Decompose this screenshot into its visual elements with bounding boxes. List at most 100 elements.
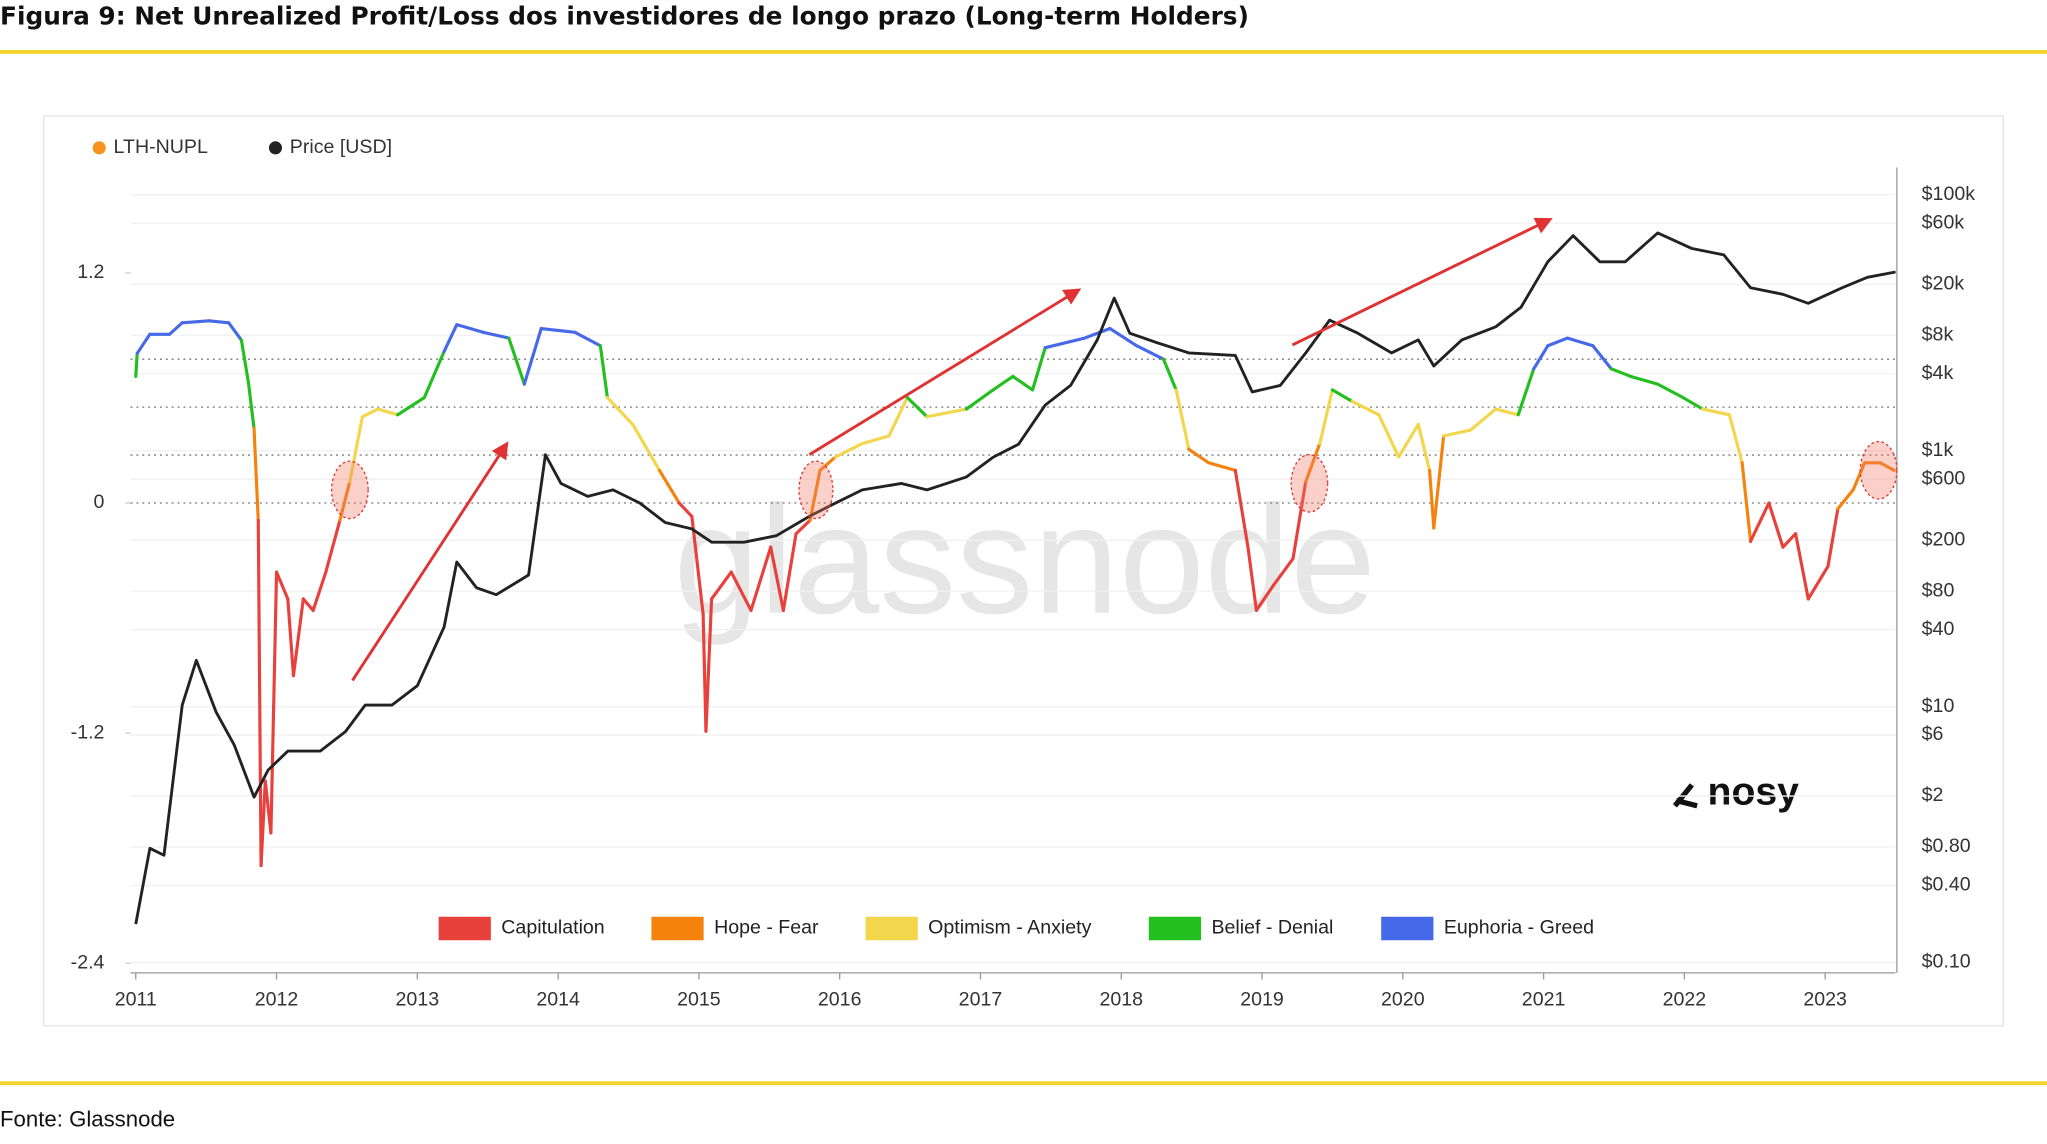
nupl-segment	[207, 319, 231, 325]
nupl-segment	[1851, 461, 1867, 492]
nupl-segment	[860, 434, 891, 446]
nupl-segment	[311, 570, 328, 612]
nupl-segment	[1206, 461, 1237, 472]
nupl-segment	[1701, 407, 1732, 417]
nupl-segment	[507, 336, 526, 386]
x-tick-label: 2019	[1240, 988, 1284, 1010]
nupl-segment	[1254, 583, 1275, 612]
annotations	[330, 217, 1898, 682]
nupl-segment	[376, 407, 400, 417]
nupl-segment	[1468, 407, 1498, 432]
labels: $100k $60k $20k $8k $4k $1k $600 $200 $80 $40 $10 $…	[71, 136, 1976, 1010]
x-tick-label: 2023	[1803, 988, 1847, 1010]
logo: nosy	[1672, 770, 1799, 813]
zone-label: Belief - Denial	[1211, 917, 1333, 939]
nupl-segment	[1748, 501, 1771, 543]
nupl-segment	[598, 344, 609, 400]
nupl-segment	[1161, 357, 1178, 392]
y-tick-label: -1.2	[71, 721, 105, 743]
y2-tick-label: $600	[1922, 467, 1966, 489]
nupl-segment	[1330, 388, 1354, 403]
nupl-segment	[1740, 461, 1753, 543]
x-tick-label: 2013	[396, 988, 440, 1010]
legend-marker	[268, 141, 282, 155]
nupl-segment	[1030, 346, 1047, 392]
zone-swatch	[438, 916, 491, 941]
nupl-segment	[1532, 344, 1550, 371]
zone-swatch	[865, 916, 918, 941]
plot-frame	[43, 115, 2004, 1027]
watermark: glassnode	[674, 474, 1376, 646]
nupl-segment	[1043, 336, 1087, 350]
nupl-segment	[729, 570, 753, 612]
nupl-segment	[134, 351, 139, 379]
nupl-segment	[180, 319, 211, 325]
bottom-rule	[0, 1081, 2047, 1086]
zone-label: Euphoria - Greed	[1444, 917, 1594, 939]
nupl-segment	[324, 518, 342, 574]
arrow	[808, 288, 1082, 456]
legend-label: Price [USD]	[290, 136, 392, 158]
plot-lines	[134, 231, 1896, 925]
nupl-segment	[252, 426, 260, 522]
nupl-segment	[1108, 326, 1139, 348]
y2-tick-label: $0.10	[1922, 951, 1971, 973]
nupl-segment	[274, 570, 290, 601]
y-tick-label: 0	[94, 491, 105, 513]
nupl-segment	[1432, 434, 1446, 530]
legend-label: LTH-NUPL	[114, 136, 208, 158]
nupl-segment	[1794, 532, 1810, 601]
nupl-segment	[1174, 388, 1191, 451]
zone-label: Capitulation	[501, 917, 604, 939]
nupl-segment	[781, 532, 798, 612]
nupl-segment	[769, 545, 785, 612]
nupl-segment	[1377, 413, 1401, 459]
nupl-segment	[808, 468, 822, 522]
nupl-segment	[749, 545, 773, 612]
zone-swatch	[1381, 916, 1434, 941]
nupl-segment	[1494, 407, 1520, 417]
nupl-segment	[1416, 422, 1432, 472]
highlight	[798, 460, 834, 520]
y2-tick-label: $40	[1922, 618, 1955, 640]
y2-tick-label: $6	[1922, 723, 1944, 745]
nupl-segment	[291, 597, 305, 678]
nupl-segment	[1546, 336, 1570, 348]
x-tick-label: 2015	[677, 988, 721, 1010]
y2-tick-label: $2	[1922, 784, 1944, 806]
x-tick-label: 2021	[1522, 988, 1566, 1010]
nupl-segment	[239, 338, 250, 384]
nupl-segment	[1591, 344, 1613, 371]
nupl-segment	[1291, 480, 1308, 561]
nupl-segment	[1187, 447, 1211, 465]
nupl-segment	[631, 422, 662, 472]
nupl-segment	[677, 501, 694, 519]
nupl-segment	[481, 330, 511, 340]
nupl-segment	[1318, 388, 1334, 446]
nupl-segment	[710, 570, 733, 601]
nupl-segment	[422, 349, 446, 400]
zone-swatch	[1148, 916, 1202, 941]
grid	[125, 194, 1896, 980]
nupl-segment	[964, 388, 995, 411]
nupl-segment	[1836, 488, 1855, 511]
nupl-segment	[522, 326, 543, 386]
source: Fonte: Glassnode	[0, 1106, 175, 1131]
y2-tick-label: $8k	[1922, 323, 1954, 345]
nupl-segment	[259, 779, 267, 868]
nupl-segment	[1233, 468, 1250, 549]
nupl-segment	[227, 321, 243, 342]
nupl-segment	[1806, 564, 1830, 601]
legend-marker	[92, 141, 106, 155]
nupl-segment	[442, 323, 459, 354]
nupl-segment	[1565, 336, 1595, 348]
y2-tick-label: $0.40	[1922, 874, 1971, 896]
highlight	[1290, 453, 1329, 513]
top-rule	[0, 49, 2047, 54]
logo-icon	[1672, 783, 1698, 809]
nupl-segment	[887, 395, 909, 438]
y2-tick-label: $4k	[1922, 362, 1954, 384]
y2-tick-label: $0.80	[1922, 835, 1971, 857]
